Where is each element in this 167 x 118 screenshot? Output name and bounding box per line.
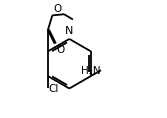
Text: O: O [53,4,61,14]
Text: O: O [56,45,64,55]
Text: N: N [65,26,73,36]
Text: H₂N: H₂N [81,66,100,76]
Text: Cl: Cl [48,84,59,93]
